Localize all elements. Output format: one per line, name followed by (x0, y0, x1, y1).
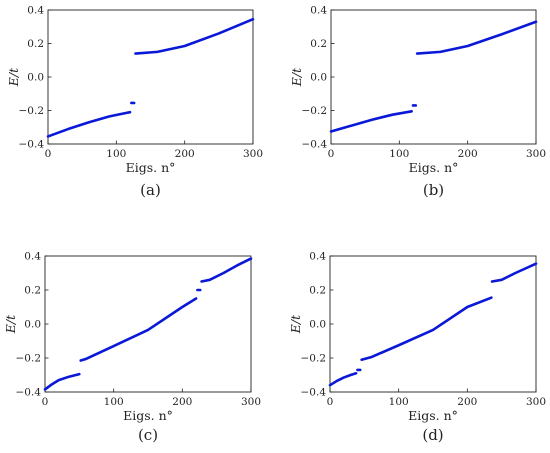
y-tick-label: 0.4 (24, 251, 41, 263)
y-axis-label: E/t (6, 67, 21, 87)
y-tick-label: 0.4 (310, 5, 327, 17)
y-axis-label: E/t (3, 314, 18, 334)
eigenvalue-branch-3 (134, 17, 255, 55)
x-tick-label: 100 (389, 148, 409, 160)
axes-frame (47, 9, 254, 145)
eigenvalue-branch-4 (200, 257, 253, 283)
eigenvalue-branch-3 (415, 20, 538, 55)
eigenvalue-branch-1 (328, 372, 358, 387)
x-tick-label: 200 (457, 396, 477, 408)
axes-frame (44, 255, 252, 393)
chart-panel-a: 0 100 200 300 −0.4 −0.2 0.0 0.2 0.4 Eigs. n° E/t (a… (6, 5, 263, 200)
y-tick-label: −0.4 (16, 387, 42, 399)
y-axis-label: E/t (288, 314, 303, 334)
y-tick-label: −0.4 (19, 139, 45, 151)
eigenvalue-branch-1 (43, 372, 81, 391)
eigenvalue-branch-4 (490, 262, 538, 283)
eigenvalue-branch-3 (360, 296, 493, 361)
x-axis-label: Eigs. n° (409, 160, 459, 175)
y-tick-label: −0.4 (302, 139, 328, 151)
panel-label: (a) (140, 181, 161, 199)
eigenvalue-branch-1 (329, 110, 413, 133)
x-tick-label: 200 (172, 396, 192, 408)
x-tick-label: 100 (389, 396, 409, 408)
y-tick-label: −0.4 (301, 387, 327, 399)
x-tick-label: 0 (327, 396, 334, 408)
y-tick-label: −0.2 (302, 105, 328, 117)
x-axis-label: Eigs. n° (126, 160, 176, 175)
panel-label: (d) (422, 426, 443, 444)
y-tick-label: 0.4 (309, 251, 326, 263)
x-tick-label: 100 (104, 396, 124, 408)
x-tick-label: 300 (526, 148, 546, 160)
x-axis-label: Eigs. n° (408, 408, 458, 423)
y-tick-label: 0.2 (27, 38, 44, 50)
x-tick-label: 0 (42, 396, 49, 408)
y-tick-label: −0.2 (19, 105, 45, 117)
y-tick-label: −0.2 (301, 353, 327, 365)
chart-panel-d: 0 100 200 300 −0.4 −0.2 0.0 0.2 0.4 Eigs. n° E/t (d… (288, 251, 546, 445)
panel-label: (b) (423, 181, 444, 199)
x-tick-label: 300 (526, 396, 546, 408)
y-tick-label: 0.0 (24, 319, 41, 331)
x-tick-label: 300 (241, 396, 261, 408)
y-tick-label: 0.4 (27, 5, 44, 17)
x-tick-label: 0 (45, 148, 52, 160)
y-tick-label: 0.2 (309, 285, 326, 297)
x-tick-label: 100 (106, 148, 126, 160)
eigenvalue-branch-1 (46, 110, 132, 138)
y-tick-label: 0.2 (310, 38, 327, 50)
y-axis-label: E/t (289, 67, 304, 87)
y-tick-label: 0.2 (24, 285, 41, 297)
x-tick-label: 0 (328, 148, 335, 160)
x-tick-label: 300 (243, 148, 263, 160)
chart-panel-c: 0 100 200 300 −0.4 −0.2 0.0 0.2 0.4 Eigs. n° E/t (c… (3, 251, 261, 445)
x-tick-label: 200 (175, 148, 195, 160)
y-tick-label: 0.0 (309, 319, 326, 331)
y-tick-label: −0.2 (16, 353, 42, 365)
chart-panel-b: 0 100 200 300 −0.4 −0.2 0.0 0.2 0.4 Eigs. n° E/t (b… (289, 5, 546, 200)
x-tick-label: 200 (458, 148, 478, 160)
x-axis-label: Eigs. n° (123, 408, 173, 423)
y-tick-label: 0.0 (310, 72, 327, 84)
axes-frame (329, 255, 537, 393)
y-tick-label: 0.0 (27, 72, 44, 84)
panel-label: (c) (138, 426, 158, 444)
eigenvalue-branch-2 (79, 297, 198, 362)
